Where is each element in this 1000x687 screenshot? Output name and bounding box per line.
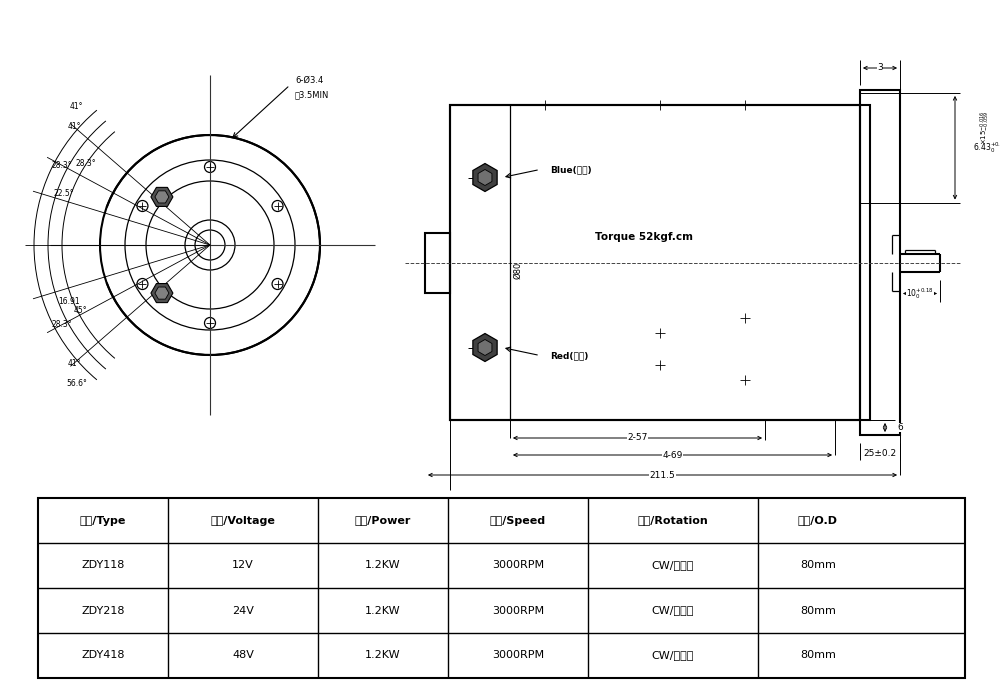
Text: 25±0.2: 25±0.2 — [863, 449, 897, 458]
Text: 1.2KW: 1.2KW — [365, 651, 401, 660]
Text: Ø80: Ø80 — [514, 262, 522, 279]
Polygon shape — [151, 188, 173, 206]
Text: 3000RPM: 3000RPM — [492, 651, 544, 660]
Text: 41°: 41° — [67, 359, 81, 368]
Bar — [425, 232, 450, 293]
Text: Blue(蓝色): Blue(蓝色) — [550, 165, 592, 174]
Text: 80mm: 80mm — [800, 651, 836, 660]
Bar — [450, 105, 870, 420]
Text: ZDY218: ZDY218 — [81, 605, 125, 616]
Text: 211.5: 211.5 — [650, 471, 675, 480]
Text: 型号/Type: 型号/Type — [80, 515, 126, 526]
Text: 28.3°: 28.3° — [76, 159, 97, 168]
Text: 41°: 41° — [70, 102, 83, 111]
Text: 41°: 41° — [67, 122, 81, 131]
Text: ×15$^{-0.016}_{-0.059}$: ×15$^{-0.016}_{-0.059}$ — [978, 111, 992, 145]
Text: 4-69: 4-69 — [662, 451, 683, 460]
Polygon shape — [478, 339, 492, 355]
Text: 6.43$^{+0.1}_{0}$: 6.43$^{+0.1}_{0}$ — [973, 140, 1000, 155]
Text: 10$^{+0.18}_{0}$: 10$^{+0.18}_{0}$ — [906, 286, 934, 301]
Text: 6: 6 — [897, 423, 903, 432]
Text: Red(红色): Red(红色) — [550, 351, 588, 360]
Text: 12V: 12V — [232, 561, 254, 570]
Text: 6-Ø3.4: 6-Ø3.4 — [295, 76, 323, 85]
Text: 功率/Power: 功率/Power — [355, 515, 411, 526]
Text: ZDY418: ZDY418 — [81, 651, 125, 660]
Text: 1.2KW: 1.2KW — [365, 561, 401, 570]
Polygon shape — [155, 287, 169, 299]
Text: 80mm: 80mm — [800, 605, 836, 616]
Text: 外径/O.D: 外径/O.D — [798, 515, 838, 526]
Text: 电压/Voltage: 电压/Voltage — [211, 515, 275, 526]
Polygon shape — [473, 164, 497, 192]
Text: 24V: 24V — [232, 605, 254, 616]
Text: 48V: 48V — [232, 651, 254, 660]
Text: 2-57: 2-57 — [627, 433, 648, 442]
Text: Torque 52kgf.cm: Torque 52kgf.cm — [595, 232, 693, 243]
Text: ZDY118: ZDY118 — [81, 561, 125, 570]
Text: 3000RPM: 3000RPM — [492, 561, 544, 570]
Text: CW/顺时针: CW/顺时针 — [652, 651, 694, 660]
Text: 转速/Speed: 转速/Speed — [490, 515, 546, 526]
Text: 80mm: 80mm — [800, 561, 836, 570]
Text: 3000RPM: 3000RPM — [492, 605, 544, 616]
Text: 深3.5MIN: 深3.5MIN — [295, 91, 329, 100]
Bar — [38, 498, 965, 678]
Text: 3: 3 — [877, 63, 883, 73]
Bar — [450, 105, 860, 420]
Text: CW/顺时针: CW/顺时针 — [652, 605, 694, 616]
Text: 56.6°: 56.6° — [66, 379, 87, 387]
Text: 1.2KW: 1.2KW — [365, 605, 401, 616]
Text: 45°: 45° — [74, 306, 88, 315]
Polygon shape — [478, 170, 492, 185]
Text: 28.3°: 28.3° — [52, 161, 72, 170]
Polygon shape — [473, 333, 497, 361]
Text: 16.91: 16.91 — [58, 297, 80, 306]
Text: 28.3°: 28.3° — [52, 320, 72, 329]
Polygon shape — [151, 284, 173, 302]
Text: 22.5°: 22.5° — [54, 189, 74, 198]
Bar — [860, 90, 900, 435]
Polygon shape — [155, 191, 169, 203]
Text: CW/顺时针: CW/顺时针 — [652, 561, 694, 570]
Text: 转向/Rotation: 转向/Rotation — [638, 515, 708, 526]
